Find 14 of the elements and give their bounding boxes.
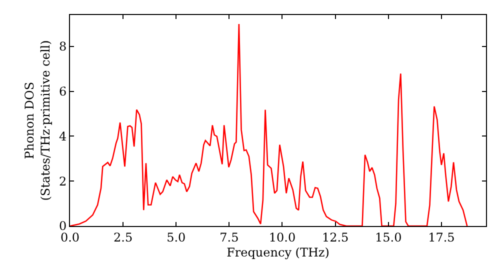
y-axis-title: Phonon DOS (States/THz·primitive cell) [22,40,52,201]
x-tick-label: 12.5 [322,230,349,244]
y-tick-label: 2 [58,174,67,188]
x-tick-label: 5.0 [166,230,186,244]
x-tick-label: 10.0 [268,230,296,244]
x-tick-label: 17.5 [428,230,455,244]
x-tick-label: 2.5 [114,230,133,244]
x-axis-title: Frequency (THz) [226,245,330,260]
y-tick-label: 6 [58,84,67,99]
x-tick-label: 15.0 [375,230,402,244]
y-tick-label: 4 [58,129,67,144]
x-tick-label: 7.5 [220,230,239,244]
line-series [70,23,468,226]
y-tick-label: 8 [58,40,67,54]
